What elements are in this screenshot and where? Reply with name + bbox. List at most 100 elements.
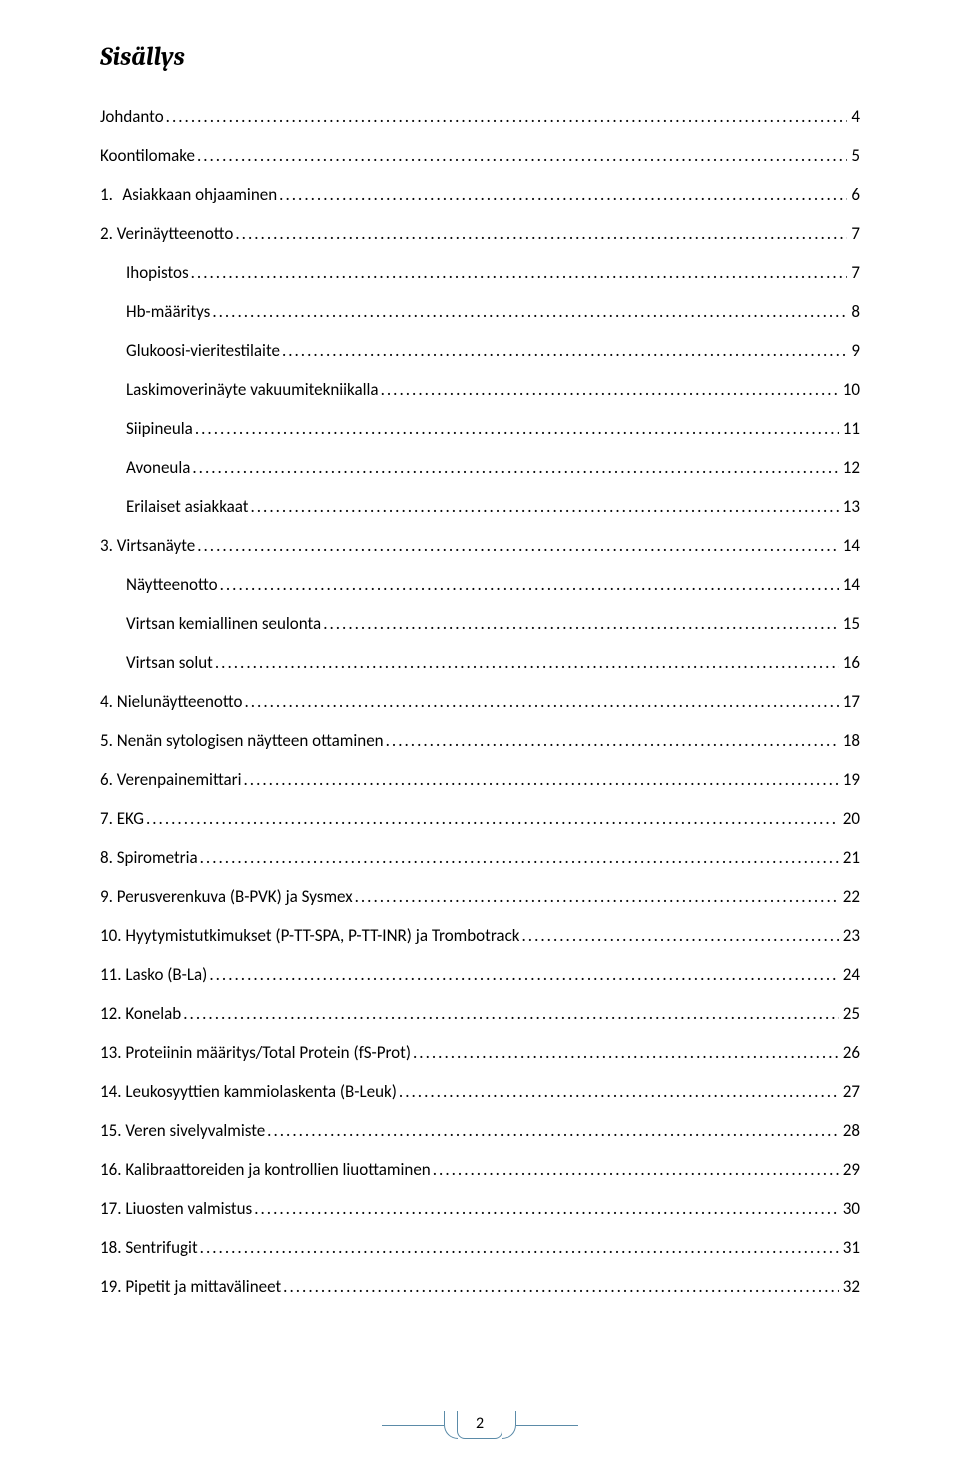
toc-entry: 17. Liuosten valmistus30 [100, 1200, 860, 1217]
toc-entry: 14. Leukosyyttien kammiolaskenta (B-Leuk… [100, 1083, 860, 1100]
toc-entry-label: 3. Virtsanäyte [100, 537, 195, 554]
footer-rule-right [516, 1425, 578, 1426]
toc-entry-label: 9. Perusverenkuva (B-PVK) ja Sysmex [100, 888, 353, 905]
toc-entry-label: Johdanto [100, 108, 164, 125]
toc-leader-dots [189, 264, 848, 281]
toc-entry-page: 24 [839, 966, 860, 983]
toc-leader-dots [280, 342, 847, 359]
toc-entry-page: 10 [839, 381, 860, 398]
footer-ornament: 2 [382, 1411, 578, 1439]
toc-entry-page: 12 [839, 459, 860, 476]
toc-entry-label: Avoneula [126, 459, 190, 476]
toc-entry-page: 22 [839, 888, 860, 905]
toc-leader-dots [265, 1122, 839, 1139]
toc-leader-dots [195, 537, 839, 554]
toc-entry: 10. Hyytymistutkimukset (P-TT-SPA, P-TT-… [100, 927, 860, 944]
toc-entry-page: 15 [839, 615, 860, 632]
toc-entry-label: 8. Spirometria [100, 849, 198, 866]
toc-entry: 4. Nielunäytteenotto 17 [100, 693, 860, 710]
toc-leader-dots [281, 1278, 839, 1295]
toc-entry-label: Erilaiset asiakkaat [126, 498, 248, 515]
toc-entry-label: 17. Liuosten valmistus [100, 1200, 252, 1217]
toc-entry-page: 5 [847, 147, 860, 164]
toc-entry-page: 19 [839, 771, 860, 788]
toc-entry: Glukoosi-vieritestilaite9 [100, 342, 860, 359]
toc-entry: 3. Virtsanäyte 14 [100, 537, 860, 554]
toc-entry-page: 23 [839, 927, 860, 944]
toc-leader-dots [248, 498, 838, 515]
toc-leader-dots [277, 186, 847, 203]
toc-entry: 1. Asiakkaan ohjaaminen 6 [100, 186, 860, 203]
toc-entry-page: 20 [839, 810, 860, 827]
toc-entry-title: Asiakkaan ohjaaminen [122, 186, 277, 203]
toc-entry-label: Ihopistos [126, 264, 189, 281]
toc-entry-label: 13. Proteiinin määritys/Total Protein (f… [100, 1044, 411, 1061]
toc-leader-dots [213, 654, 839, 671]
table-of-contents: Johdanto 4 Koontilomake 5 1. Asiakkaan ohjaam… [100, 108, 860, 1295]
toc-entry: 18. Sentrifugit31 [100, 1239, 860, 1256]
document-page: Sisällys Johdanto4Koontilomake51.Asiakka… [0, 0, 960, 1295]
toc-entry: Erilaiset asiakkaat13 [100, 498, 860, 515]
toc-entry-label: 6. Verenpainemittari [100, 771, 242, 788]
toc-entry-label: 19. Pipetit ja mittavälineet [100, 1278, 281, 1295]
toc-entry-page: 29 [839, 1161, 860, 1178]
toc-leader-dots [193, 420, 839, 437]
toc-entry-page: 32 [839, 1278, 860, 1295]
toc-entry-page: 4 [847, 108, 860, 125]
toc-entry-page: 7 [847, 225, 860, 242]
toc-entry-label: 14. Leukosyyttien kammiolaskenta (B-Leuk… [100, 1083, 397, 1100]
footer-curve-right [502, 1411, 516, 1439]
toc-entry-label: 1. [100, 186, 113, 203]
toc-entry-label: 4. Nielunäytteenotto [100, 693, 242, 710]
toc-entry-label: Koontilomake [100, 147, 195, 164]
toc-entry: 2. Verinäytteenotto 7 [100, 225, 860, 242]
toc-entry-label: 7. EKG [100, 810, 144, 827]
toc-leader-dots [195, 147, 847, 164]
toc-leader-dots [397, 1083, 839, 1100]
toc-entry-label: 5. Nenän sytologisen näytteen ottaminen [100, 732, 384, 749]
toc-entry: Näytteenotto14 [100, 576, 860, 593]
toc-entry: 6. Verenpainemittari 19 [100, 771, 860, 788]
toc-entry-page: 27 [839, 1083, 860, 1100]
toc-entry-label: 2. Verinäytteenotto [100, 225, 233, 242]
toc-entry: 12. Konelab 25 [100, 1005, 860, 1022]
toc-entry-label: Siipineula [126, 420, 193, 437]
toc-leader-dots [384, 732, 839, 749]
toc-entry-page: 11 [839, 420, 860, 437]
toc-entry-label: Hb-määritys [126, 303, 210, 320]
toc-leader-dots [190, 459, 838, 476]
page-footer: 2 [0, 1411, 960, 1439]
toc-entry: 15. Veren sivelyvalmiste28 [100, 1122, 860, 1139]
toc-entry: 19. Pipetit ja mittavälineet 32 [100, 1278, 860, 1295]
toc-leader-dots [519, 927, 838, 944]
toc-entry-label: 12. Konelab [100, 1005, 181, 1022]
toc-entry: 13. Proteiinin määritys/Total Protein (f… [100, 1044, 860, 1061]
toc-leader-dots [242, 693, 838, 710]
toc-leader-dots [379, 381, 839, 398]
toc-entry-page: 7 [847, 264, 860, 281]
toc-entry-label: Glukoosi-vieritestilaite [126, 342, 280, 359]
toc-entry-label: Virtsan kemiallinen seulonta [126, 615, 321, 632]
toc-entry-page: 17 [839, 693, 860, 710]
toc-entry-label: 10. Hyytymistutkimukset (P-TT-SPA, P-TT-… [100, 927, 519, 944]
toc-leader-dots [233, 225, 847, 242]
toc-entry: 7. EKG 20 [100, 810, 860, 827]
toc-entry: Avoneula 12 [100, 459, 860, 476]
toc-entry-page: 8 [847, 303, 860, 320]
toc-entry: Hb-määritys 8 [100, 303, 860, 320]
toc-entry-page: 21 [839, 849, 860, 866]
toc-entry-page: 14 [839, 537, 860, 554]
toc-leader-dots [210, 303, 847, 320]
toc-entry-label: Virtsan solut [126, 654, 213, 671]
toc-entry-page: 25 [839, 1005, 860, 1022]
toc-leader-dots [198, 849, 839, 866]
toc-entry-page: 18 [839, 732, 860, 749]
footer-rule-left [382, 1425, 444, 1426]
toc-leader-dots [431, 1161, 839, 1178]
toc-entry-page: 6 [847, 186, 860, 203]
toc-entry: Virtsan kemiallinen seulonta 15 [100, 615, 860, 632]
toc-entry: Ihopistos 7 [100, 264, 860, 281]
toc-entry-label: Näytteenotto [126, 576, 218, 593]
toc-entry: Koontilomake 5 [100, 147, 860, 164]
toc-entry: Siipineula 11 [100, 420, 860, 437]
